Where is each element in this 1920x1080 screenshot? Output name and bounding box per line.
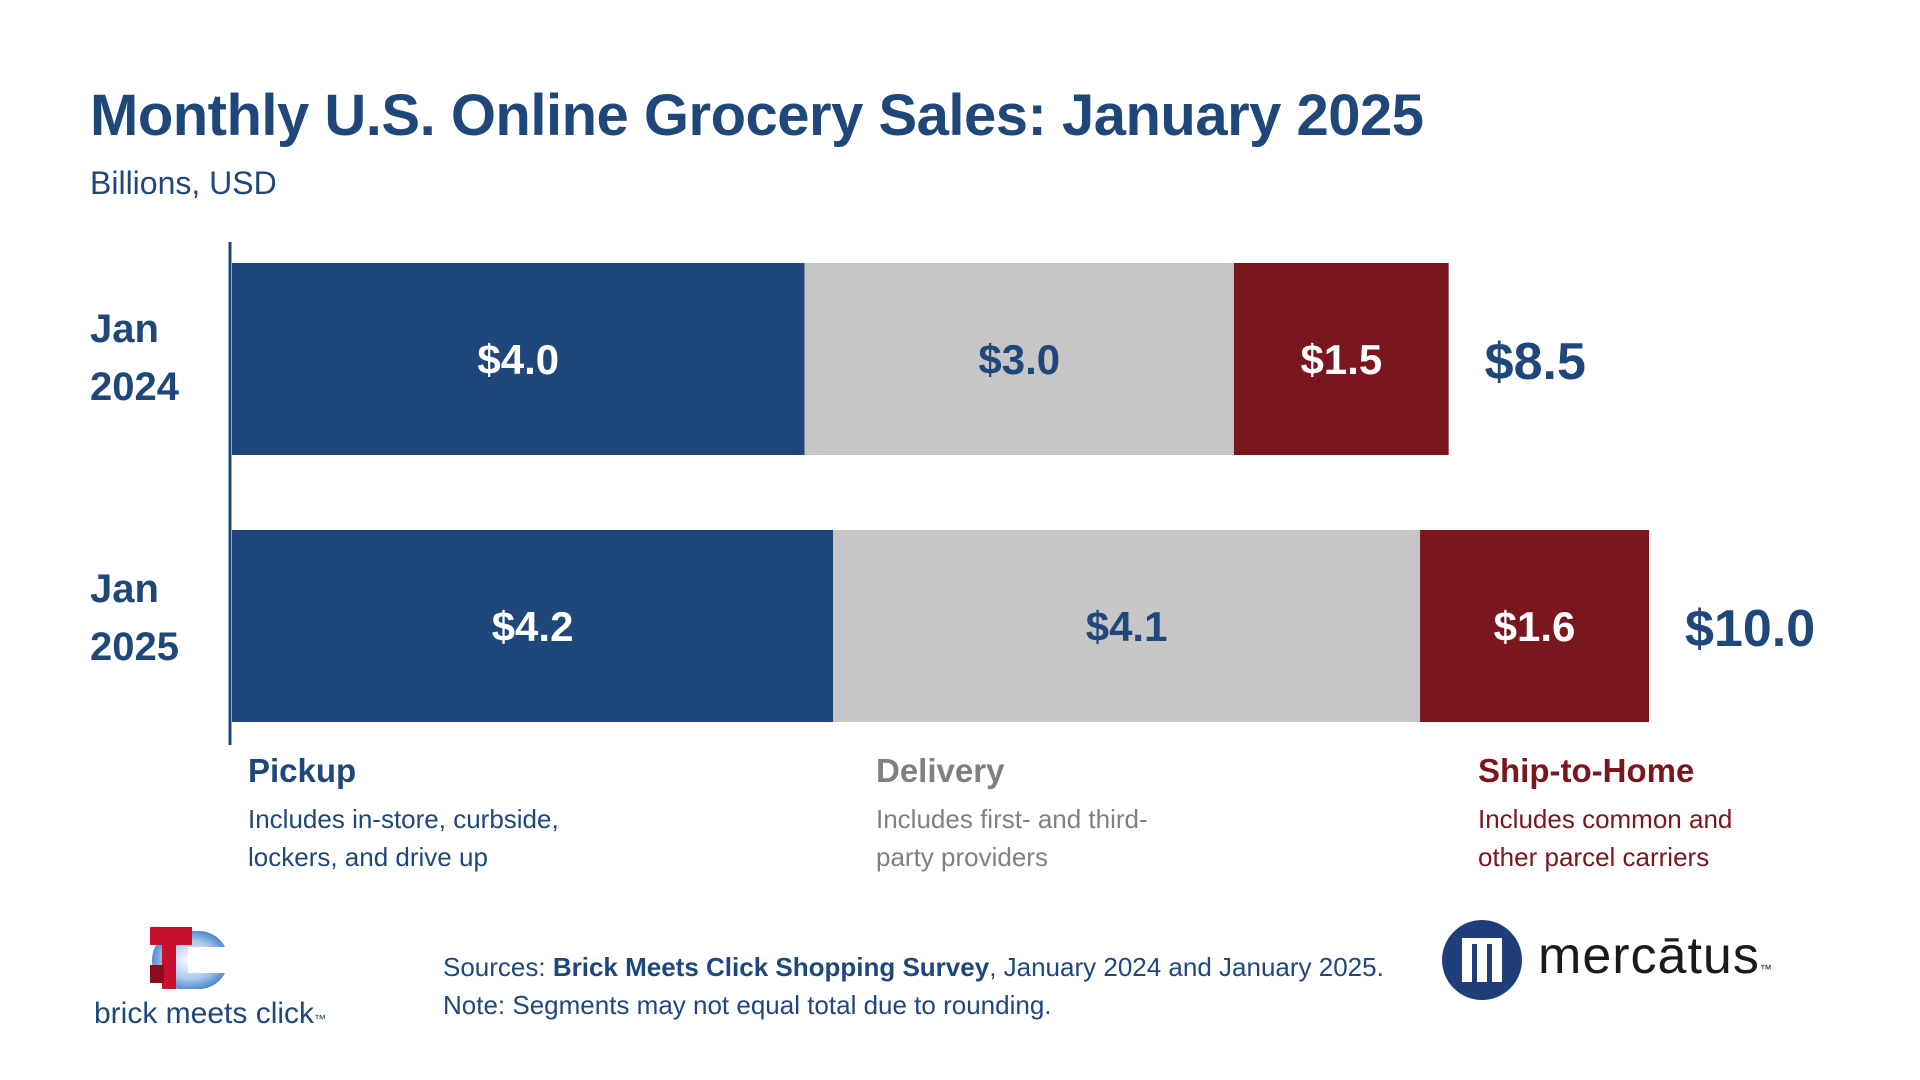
data-label: $3.0 <box>978 336 1060 383</box>
stacked-bar-chart: $4.0 $3.0 $1.5 $8.5 $4.2 $4.1 $1.6 $10.0 <box>228 242 1815 745</box>
sources-suffix: , January 2024 and January 2025. <box>989 952 1384 982</box>
category-label-line: 2024 <box>90 365 179 409</box>
category-label-jan-2024: Jan 2024 <box>90 300 179 416</box>
legend-ship-to-home-desc-line-1: Includes common and <box>1478 804 1733 834</box>
legend-delivery-desc-line-2: party providers <box>876 842 1048 872</box>
bmc-logo-mark-icon <box>150 927 234 989</box>
legend-ship-to-home-title: Ship-to-Home <box>1478 752 1695 789</box>
mercatus-trademark: ™ <box>1759 962 1773 976</box>
footer-notes: Sources: Brick Meets Click Shopping Surv… <box>443 948 1384 1024</box>
legend-delivery: Delivery Includes first- and third- part… <box>876 752 1296 876</box>
category-label-line: Jan <box>90 307 159 351</box>
category-label-line: 2025 <box>90 625 179 669</box>
legend-pickup-desc-line-1: Includes in-store, curbside, <box>248 804 559 834</box>
legend-pickup-desc-line-2: lockers, and drive up <box>248 842 488 872</box>
bmc-logo-text: brick meets click™ <box>94 997 326 1031</box>
bar-segment-pickup-0 <box>232 263 805 455</box>
data-label: $4.0 <box>477 336 559 383</box>
legend-pickup: Pickup Includes in-store, curbside, lock… <box>248 752 668 876</box>
legend-ship-to-home-desc-line-2: other parcel carriers <box>1478 842 1710 872</box>
data-label: $4.1 <box>1086 603 1168 650</box>
sources-bold: Brick Meets Click Shopping Survey <box>552 952 990 982</box>
data-label: $1.5 <box>1300 336 1382 383</box>
mercatus-wordmark: mercātus <box>1538 927 1760 985</box>
chart-subtitle: Billions, USD <box>90 165 277 201</box>
bar-segment-pickup-1 <box>232 530 834 722</box>
legend-delivery-title: Delivery <box>876 752 1005 789</box>
data-label: $4.2 <box>492 603 574 650</box>
bmc-trademark: ™ <box>314 1012 327 1026</box>
note-line: Note: Segments may not equal total due t… <box>443 990 1052 1020</box>
category-label-line: Jan <box>90 567 159 611</box>
legend-pickup-title: Pickup <box>248 752 357 789</box>
bmc-logo-wordmark: brick meets click <box>94 997 315 1030</box>
bar-segment-delivery-0 <box>804 263 1234 455</box>
mercatus-logo: mercātus™ <box>1440 918 1800 1008</box>
legend-ship-to-home: Ship-to-Home Includes common and other p… <box>1478 752 1898 876</box>
sources-prefix: Sources: <box>443 952 553 982</box>
data-label: $1.6 <box>1494 603 1576 650</box>
legend-delivery-desc-line-1: Includes first- and third- <box>876 804 1148 834</box>
brick-meets-click-logo: brick meets click™ <box>92 925 382 1030</box>
category-label-jan-2025: Jan 2025 <box>90 560 179 676</box>
bar-segment-delivery-1 <box>833 530 1421 722</box>
bar-segment-ship-to-home-0 <box>1233 263 1449 455</box>
total-label: $8.5 <box>1485 333 1586 391</box>
mercatus-logo-mark-icon <box>1442 920 1522 1000</box>
sources-line: Sources: Brick Meets Click Shopping Surv… <box>443 948 1384 986</box>
chart-title: Monthly U.S. Online Grocery Sales: Janua… <box>90 83 1424 148</box>
mercatus-logo-text: mercātus™ <box>1538 926 1773 986</box>
bar-segment-ship-to-home-1 <box>1420 530 1650 722</box>
total-label: $10.0 <box>1685 600 1815 658</box>
